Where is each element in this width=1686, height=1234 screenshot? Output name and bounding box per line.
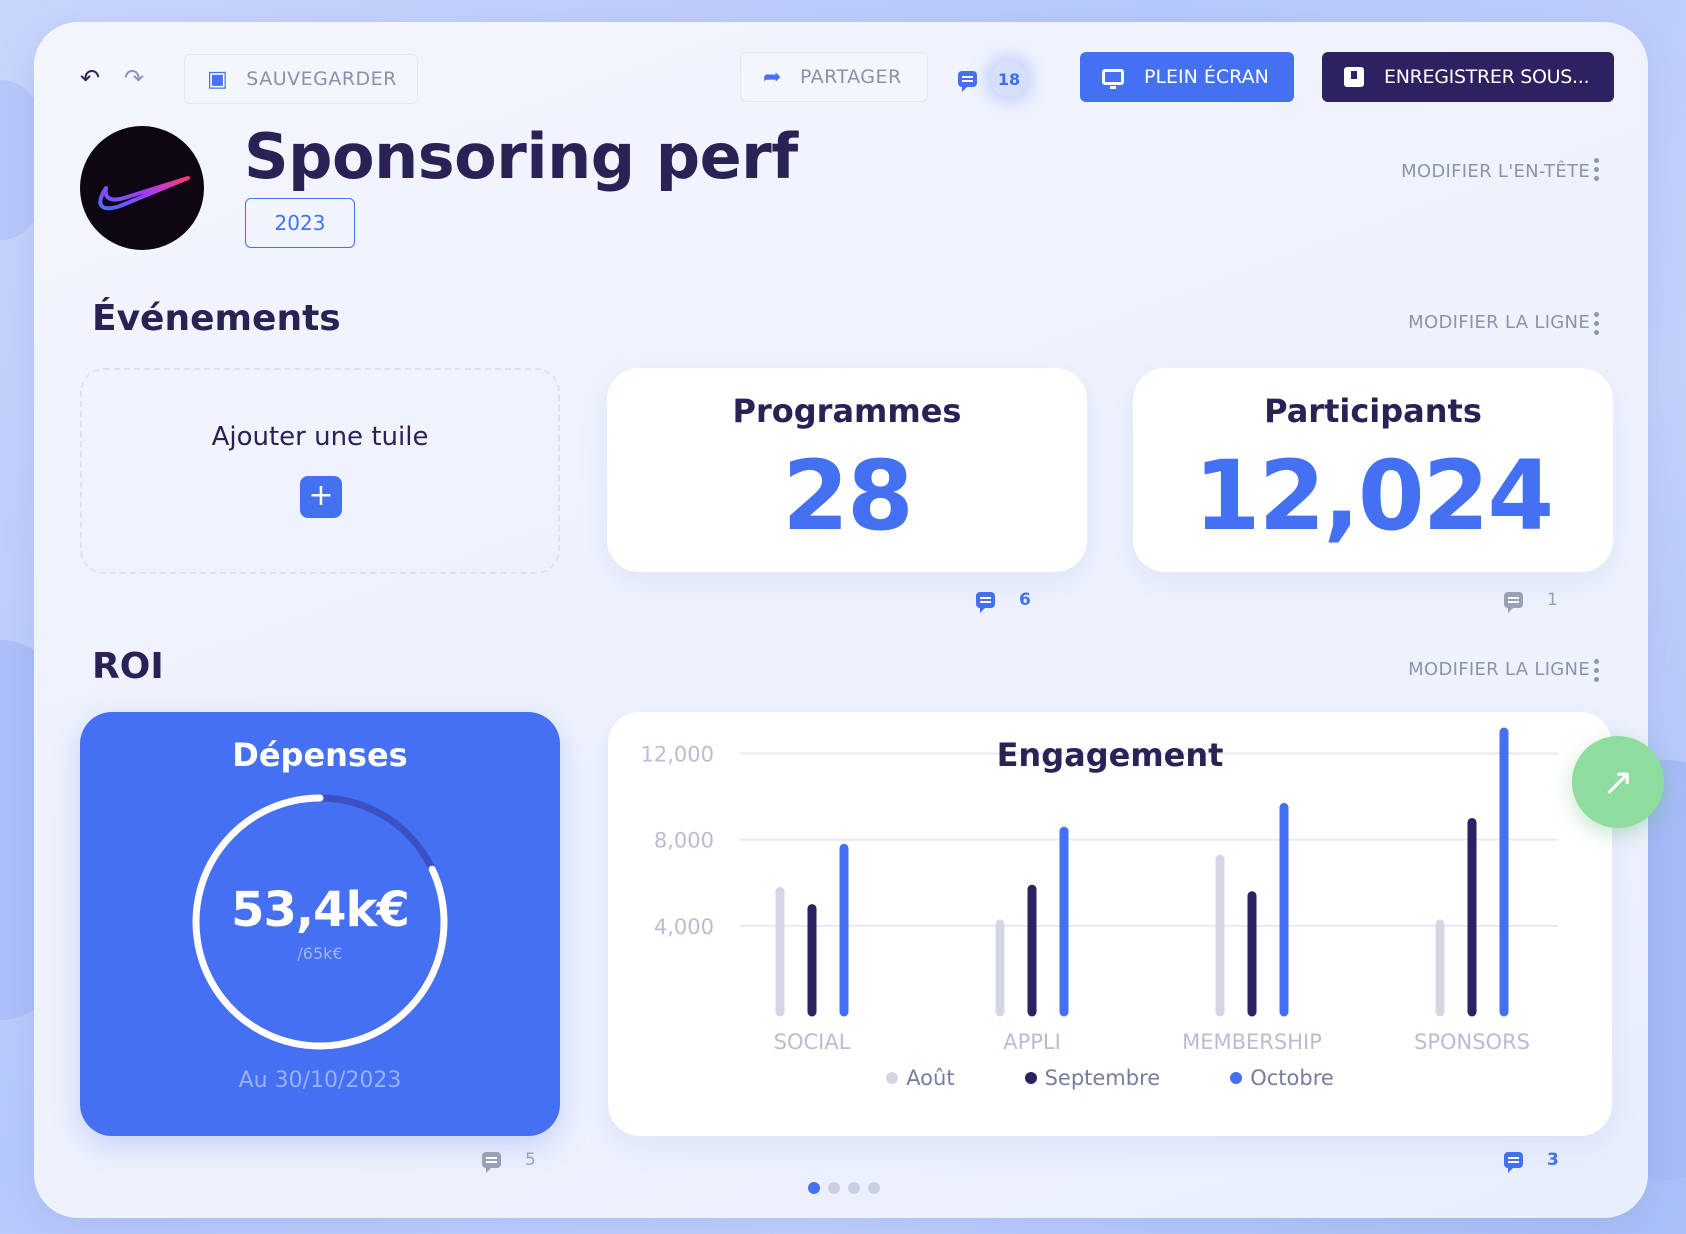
legend-label: Septembre bbox=[1044, 1066, 1161, 1090]
share-arrow-icon: ➦ bbox=[763, 64, 782, 90]
y-tick-label: 4,000 bbox=[654, 915, 714, 939]
floppy-disk-icon: ▣ bbox=[207, 66, 229, 92]
tile-comments[interactable]: 5 bbox=[482, 1150, 536, 1173]
redo-icon[interactable]: ↷ bbox=[123, 64, 145, 92]
page-dot[interactable] bbox=[848, 1182, 860, 1194]
kpi-value: 12,024 bbox=[1193, 440, 1554, 552]
legend-dot bbox=[886, 1072, 899, 1084]
comment-count: 6 bbox=[1019, 590, 1031, 610]
comment-icon bbox=[976, 592, 995, 613]
kpi-title: Programmes bbox=[732, 392, 962, 430]
comment-icon bbox=[1504, 1152, 1523, 1173]
legend-item: Août bbox=[886, 1066, 955, 1090]
spending-date: Au 30/10/2023 bbox=[238, 1068, 402, 1093]
edit-events-row-link[interactable]: MODIFIER LA LIGNE bbox=[1408, 312, 1590, 333]
add-tile-placeholder[interactable]: Ajouter une tuile + bbox=[80, 368, 560, 574]
events-more-icon[interactable] bbox=[1594, 312, 1600, 336]
kpi-tile-programmes[interactable]: Programmes 28 bbox=[607, 368, 1087, 572]
roi-more-icon[interactable] bbox=[1594, 659, 1600, 683]
brand-logo bbox=[80, 126, 204, 250]
legend-item: Septembre bbox=[1024, 1066, 1161, 1090]
x-tick-label: APPLI bbox=[1003, 1030, 1061, 1054]
plus-icon[interactable]: + bbox=[300, 476, 342, 518]
undo-icon[interactable]: ↶ bbox=[79, 64, 101, 92]
spending-value: 53,4k€ bbox=[231, 882, 410, 938]
page-dot[interactable] bbox=[808, 1182, 820, 1194]
share-button-label: PARTAGER bbox=[799, 66, 902, 88]
comments-total[interactable]: 18 bbox=[958, 58, 1027, 100]
y-tick-label: 8,000 bbox=[654, 829, 714, 853]
save-button-label: SAUVEGARDER bbox=[246, 68, 397, 90]
kpi-value: 28 bbox=[782, 440, 914, 552]
legend-label: Août bbox=[906, 1066, 955, 1090]
save-button[interactable]: ▣ SAUVEGARDER bbox=[184, 54, 418, 104]
comment-icon bbox=[958, 71, 977, 92]
fullscreen-button-label: PLEIN ÉCRAN bbox=[1144, 66, 1269, 88]
spending-target: /65k€ bbox=[297, 944, 343, 963]
spending-tile[interactable]: Dépenses 53,4k€ /65k€ Au 30/10/2023 bbox=[80, 712, 560, 1136]
engagement-chart: 4,000 8,000 12,000 SOCIAL APPLI MEMBERSHIP SPO… bbox=[641, 727, 1558, 1054]
tile-comments[interactable]: 3 bbox=[1504, 1150, 1559, 1173]
comments-count-badge: 18 bbox=[991, 61, 1027, 97]
comment-count: 5 bbox=[525, 1150, 536, 1170]
legend-dot bbox=[1230, 1072, 1243, 1084]
expand-arrow-button[interactable]: ↗ bbox=[1572, 736, 1664, 828]
events-section-title: Événements bbox=[92, 298, 341, 339]
legend-label: Octobre bbox=[1250, 1066, 1334, 1090]
legend-dot bbox=[1024, 1072, 1037, 1084]
page-dot[interactable] bbox=[828, 1182, 840, 1194]
add-tile-label: Ajouter une tuile bbox=[211, 422, 429, 452]
comment-count: 1 bbox=[1547, 590, 1558, 610]
x-tick-label: SPONSORS bbox=[1414, 1030, 1530, 1054]
tile-comments[interactable]: 1 bbox=[1504, 590, 1558, 613]
engagement-chart-tile[interactable]: 4,000 8,000 12,000 SOCIAL APPLI MEMBERSHIP SPO… bbox=[608, 712, 1612, 1136]
y-tick-label: 12,000 bbox=[641, 743, 714, 767]
roi-section-title: ROI bbox=[92, 646, 164, 687]
spending-title: Dépenses bbox=[232, 736, 408, 774]
year-selector[interactable]: 2023 bbox=[245, 198, 355, 248]
x-tick-label: SOCIAL bbox=[774, 1030, 851, 1054]
edit-roi-row-link[interactable]: MODIFIER LA LIGNE bbox=[1408, 659, 1590, 680]
header-more-icon[interactable] bbox=[1594, 158, 1600, 182]
monitor-icon bbox=[1102, 69, 1124, 89]
arrow-up-right-icon: ↗ bbox=[1602, 760, 1634, 804]
page-indicator bbox=[808, 1182, 880, 1194]
x-tick-label: MEMBERSHIP bbox=[1182, 1030, 1322, 1054]
fullscreen-button[interactable]: PLEIN ÉCRAN bbox=[1080, 52, 1294, 102]
background-shape bbox=[0, 80, 40, 240]
comment-icon bbox=[1504, 592, 1523, 613]
edit-header-link[interactable]: MODIFIER L'EN-TÊTE bbox=[1401, 161, 1590, 182]
share-button[interactable]: ➦ PARTAGER bbox=[740, 52, 928, 102]
kpi-tile-participants[interactable]: Participants 12,024 bbox=[1133, 368, 1613, 572]
save-as-button[interactable]: ENREGISTRER SOUS... bbox=[1322, 52, 1614, 102]
comment-icon bbox=[482, 1152, 501, 1173]
page-dot[interactable] bbox=[868, 1182, 880, 1194]
spending-progress-ring bbox=[192, 794, 448, 1050]
tile-comments[interactable]: 6 bbox=[976, 590, 1031, 613]
kpi-title: Participants bbox=[1264, 392, 1482, 430]
page-title: Sponsoring perf bbox=[244, 120, 798, 193]
ring-progress bbox=[192, 794, 448, 1050]
legend-item: Octobre bbox=[1230, 1066, 1334, 1090]
export-icon bbox=[1344, 67, 1364, 87]
chart-legend: Août Septembre Octobre bbox=[608, 1066, 1612, 1090]
save-as-button-label: ENREGISTRER SOUS... bbox=[1384, 66, 1590, 88]
chart-title: Engagement bbox=[996, 736, 1224, 774]
comment-count: 3 bbox=[1547, 1150, 1559, 1170]
